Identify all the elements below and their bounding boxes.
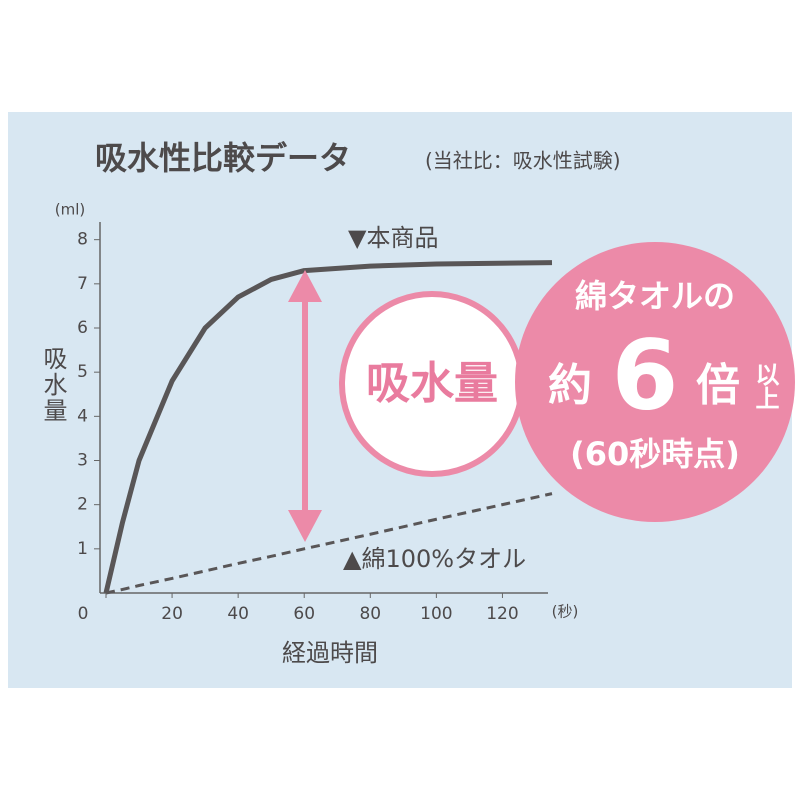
x-tick-label: 100 <box>420 604 452 624</box>
y-tick-label: 5 <box>77 362 88 382</box>
series-line <box>103 260 553 594</box>
badge-text: 倍 <box>696 360 740 411</box>
chart-title: 吸水性比較データ <box>95 139 351 177</box>
x-unit: (秒) <box>552 603 579 621</box>
badge-text: 以上 <box>751 362 779 410</box>
y-tick-label: 1 <box>77 539 88 559</box>
badge-text: (60秒時点) <box>570 435 740 473</box>
x-tick-label: 120 <box>486 604 518 624</box>
badge-number: 6 <box>612 319 679 431</box>
x-tick-label: 40 <box>227 604 249 624</box>
x-tick-label: 80 <box>359 604 381 624</box>
y-tick-label: 3 <box>77 451 88 471</box>
amount-label: 吸水量 <box>366 358 498 409</box>
y-axis-label: 吸水量 <box>39 346 67 424</box>
arrow <box>288 270 322 542</box>
x-tick-label: 0 <box>78 604 89 624</box>
y-tick-label: 6 <box>77 318 88 338</box>
badge-circle <box>515 242 795 522</box>
x-tick-label: 60 <box>293 604 315 624</box>
chart-subtitle: (当社比：吸水性試験) <box>425 149 621 173</box>
y-tick-label: 8 <box>77 230 88 250</box>
badge-text: 約 <box>548 360 592 411</box>
badge-text: 綿タオルの <box>575 277 735 315</box>
y-tick-label: 2 <box>77 495 88 515</box>
x-axis-label: 経過時間 <box>282 639 378 667</box>
series-line <box>105 492 553 595</box>
x-tick-label: 20 <box>161 604 183 624</box>
legend-entry: ▲綿100%タオル <box>343 545 526 573</box>
y-tick-label: 7 <box>77 274 88 294</box>
y-unit: (ml) <box>55 201 85 219</box>
legend-entry: ▼本商品 <box>348 224 438 252</box>
y-tick-label: 4 <box>77 406 88 426</box>
